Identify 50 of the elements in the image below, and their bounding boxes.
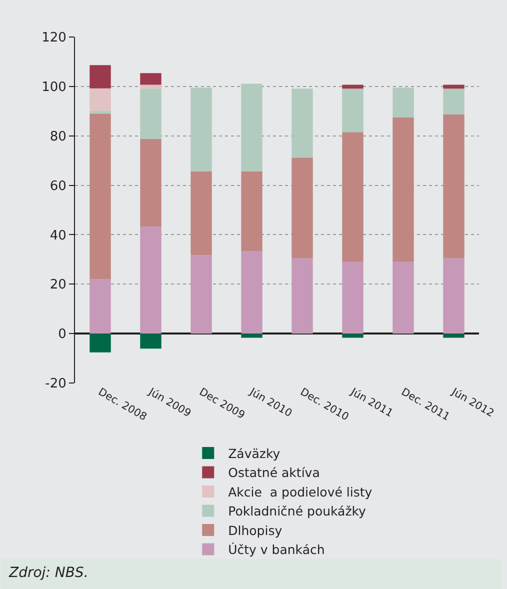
legend-label: Dlhopisy [228, 522, 283, 538]
legend-label: Pokladničné poukážky [228, 504, 367, 519]
bar [241, 171, 262, 252]
bar [342, 88, 364, 132]
bar [292, 258, 313, 334]
bar [140, 226, 162, 334]
y-tick-label: 0 [58, 327, 66, 342]
bar [190, 171, 212, 256]
bar [241, 84, 262, 172]
y-tick-label: -20 [45, 376, 66, 392]
bar [90, 334, 111, 352]
bar [392, 117, 414, 262]
legend-label: Záväzky [228, 446, 281, 461]
y-tick-label: 80 [50, 129, 66, 144]
bar [90, 65, 111, 88]
bar [241, 334, 262, 338]
bar [90, 279, 111, 334]
bar [443, 114, 464, 258]
legend-label: Ostatné aktíva [228, 465, 320, 480]
bar [392, 88, 414, 118]
bar [140, 88, 162, 139]
bar [443, 84, 464, 89]
bar [140, 334, 162, 349]
y-tick-label: 100 [42, 80, 66, 95]
bar [443, 88, 464, 114]
bar [292, 88, 313, 158]
bar [140, 84, 162, 89]
bar [342, 334, 364, 338]
y-tick-label: 120 [42, 30, 66, 46]
bar [342, 262, 364, 334]
bar [392, 262, 414, 334]
y-tick-label: 20 [50, 278, 66, 293]
bar [90, 114, 111, 280]
bar [190, 255, 212, 334]
bar [90, 110, 111, 114]
text: Zdroj: NBS. [8, 565, 88, 581]
y-tick-label: 60 [50, 178, 66, 194]
bar [140, 73, 162, 85]
bar [342, 132, 364, 262]
bar [140, 138, 162, 227]
bar [443, 258, 464, 334]
y-tick-label: 40 [50, 228, 66, 244]
legend-label: Akcie a podielové listy [228, 484, 373, 500]
bar [90, 88, 111, 111]
bar [342, 84, 364, 89]
bar [292, 158, 313, 258]
bar [190, 88, 212, 172]
bar [241, 251, 262, 334]
bar [443, 334, 464, 338]
legend-label: Účty v bankách [228, 542, 325, 558]
